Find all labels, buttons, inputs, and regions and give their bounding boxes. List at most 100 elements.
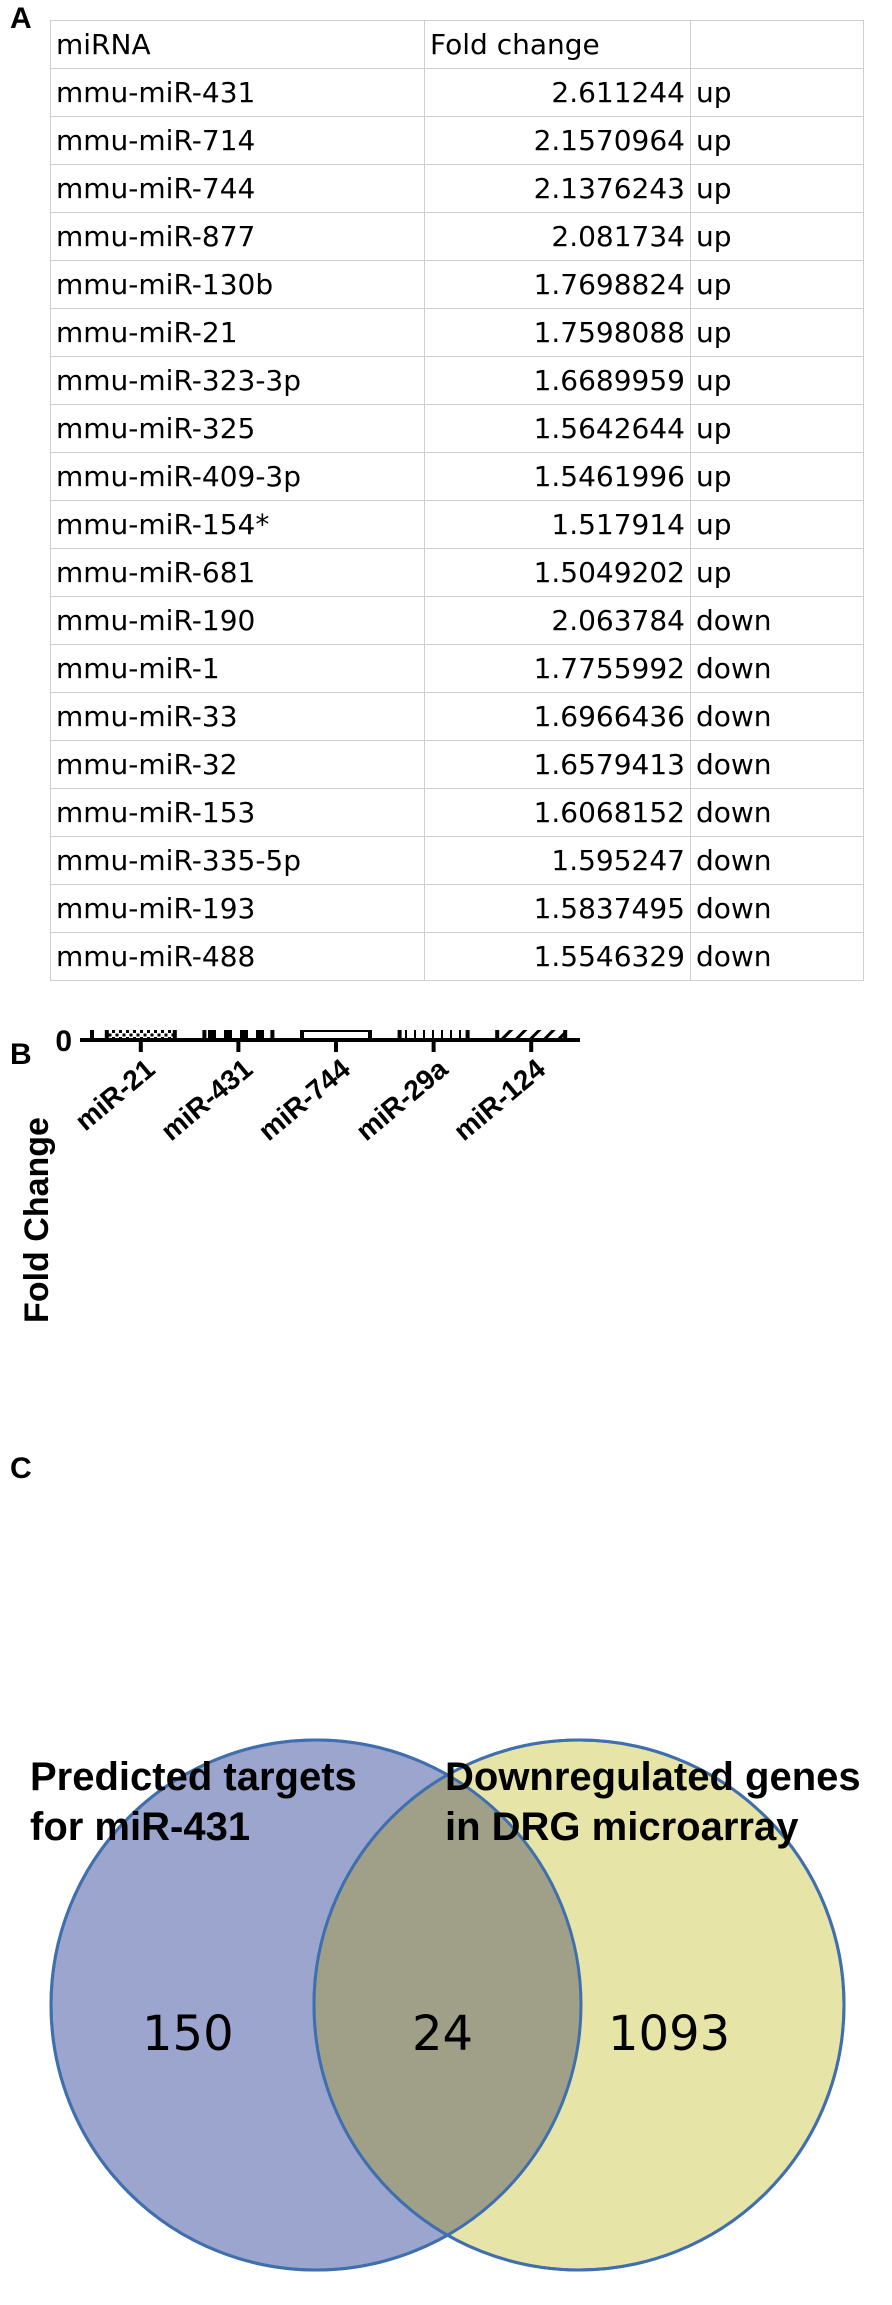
fold-change-cell: 2.081734 bbox=[424, 212, 691, 261]
mirna-name-cell: mmu-miR-21 bbox=[50, 308, 425, 357]
mirna-name-cell: mmu-miR-714 bbox=[50, 116, 425, 165]
direction-cell: up bbox=[690, 548, 864, 597]
mirna-name-cell: mmu-miR-744 bbox=[50, 164, 425, 213]
table-row: mmu-miR-153 1.6068152 down bbox=[50, 788, 864, 837]
venn-left-outline bbox=[49, 1738, 583, 2272]
direction-cell: up bbox=[690, 116, 864, 165]
panel-label-b: B bbox=[10, 1038, 32, 1071]
mirna-name-cell: mmu-miR-323-3p bbox=[50, 356, 425, 405]
direction-cell: up bbox=[690, 68, 864, 117]
bar-miR-124 bbox=[495, 1030, 568, 1042]
direction-cell: up bbox=[690, 452, 864, 501]
table-row: mmu-miR-1 1.7755992 down bbox=[50, 644, 864, 693]
x-tick-label: miR-29a bbox=[350, 1053, 454, 1147]
table-row: mmu-miR-33 1.6966436 down bbox=[50, 692, 864, 741]
direction-cell: down bbox=[690, 884, 864, 933]
fold-change-cell: 1.6689959 bbox=[424, 356, 691, 405]
table-row: mmu-miR-190 2.063784 down bbox=[50, 596, 864, 645]
table-header-cell: Fold change bbox=[424, 20, 691, 69]
mirna-name-cell: mmu-miR-130b bbox=[50, 260, 425, 309]
mirna-name-cell: mmu-miR-32 bbox=[50, 740, 425, 789]
x-tick-label: miR-431 bbox=[155, 1053, 258, 1147]
fold-change-cell: 1.7598088 bbox=[424, 308, 691, 357]
fold-change-cell: 1.6579413 bbox=[424, 740, 691, 789]
direction-cell: up bbox=[690, 260, 864, 309]
direction-cell: down bbox=[690, 596, 864, 645]
table-row: mmu-miR-325 1.5642644 up bbox=[50, 404, 864, 453]
direction-cell: down bbox=[690, 692, 864, 741]
venn-right-title-line-2: in DRG microarray bbox=[445, 1805, 799, 1849]
mirna-name-cell: mmu-miR-154* bbox=[50, 500, 425, 549]
fold-change-cell: 2.1570964 bbox=[424, 116, 691, 165]
direction-cell: down bbox=[690, 644, 864, 693]
table-row: mmu-miR-681 1.5049202 up bbox=[50, 548, 864, 597]
table-row: mmu-miR-32 1.6579413 down bbox=[50, 740, 864, 789]
venn-left-title: Predicted targets for miR-431 bbox=[30, 1752, 357, 1852]
venn-overlap-count: 24 bbox=[412, 2006, 474, 2062]
mirna-fold-change-table: miRNA Fold change mmu-miR-431 2.611244 up mmu… bbox=[50, 20, 864, 981]
x-tick-label: miR-21 bbox=[69, 1053, 160, 1137]
x-tick-label: miR-744 bbox=[252, 1053, 356, 1147]
table-row: mmu-miR-431 2.611244 up bbox=[50, 68, 864, 117]
venn-right-count: 1093 bbox=[608, 2006, 731, 2062]
venn-right-title: Downregulated genes in DRG microarray bbox=[445, 1752, 861, 1852]
table-row: mmu-miR-488 1.5546329 down bbox=[50, 932, 864, 981]
mirna-name-cell: mmu-miR-33 bbox=[50, 692, 425, 741]
direction-cell: up bbox=[690, 404, 864, 453]
venn-right-outline bbox=[312, 1738, 846, 2272]
venn-left-title-line-1: Predicted targets bbox=[30, 1755, 357, 1799]
venn-left-title-line-2: for miR-431 bbox=[30, 1805, 251, 1849]
fold-change-cell: 1.7698824 bbox=[424, 260, 691, 309]
mirna-name-cell: mmu-miR-431 bbox=[50, 68, 425, 117]
table-row: mmu-miR-714 2.1570964 up bbox=[50, 116, 864, 165]
fold-change-cell: 2.611244 bbox=[424, 68, 691, 117]
venn-right-title-line-1: Downregulated genes bbox=[445, 1755, 861, 1799]
bar-miR-29a bbox=[397, 1030, 470, 1042]
fold-change-cell: 1.5837495 bbox=[424, 884, 691, 933]
direction-cell: down bbox=[690, 932, 864, 981]
table-row: mmu-miR-323-3p 1.6689959 up bbox=[50, 356, 864, 405]
venn-left-count: 150 bbox=[142, 2006, 234, 2062]
direction-cell: up bbox=[690, 308, 864, 357]
fold-change-bar-chart: 01234 **miR-21*miR-431*miR-744miR-29amiR… bbox=[18, 1030, 580, 1323]
fold-change-cell: 1.5049202 bbox=[424, 548, 691, 597]
mirna-name-cell: mmu-miR-681 bbox=[50, 548, 425, 597]
mirna-name-cell: mmu-miR-409-3p bbox=[50, 452, 425, 501]
fold-change-cell: 1.595247 bbox=[424, 836, 691, 885]
table-row: mmu-miR-877 2.081734 up bbox=[50, 212, 864, 261]
fold-change-cell: 2.063784 bbox=[424, 596, 691, 645]
venn-overlap-region bbox=[314, 1740, 581, 2270]
table-row: mmu-miR-130b 1.7698824 up bbox=[50, 260, 864, 309]
mirna-name-cell: mmu-miR-193 bbox=[50, 884, 425, 933]
direction-cell: up bbox=[690, 164, 864, 213]
fold-change-cell: 1.6966436 bbox=[424, 692, 691, 741]
direction-cell: up bbox=[690, 212, 864, 261]
mirna-name-cell: mmu-miR-877 bbox=[50, 212, 425, 261]
direction-cell: down bbox=[690, 740, 864, 789]
fold-change-cell: 1.6068152 bbox=[424, 788, 691, 837]
table-header-cell: miRNA bbox=[50, 20, 425, 69]
bar-miR-744 bbox=[300, 1030, 372, 1042]
table-header-cell bbox=[690, 20, 864, 69]
panel-label-a: A bbox=[10, 2, 32, 35]
x-tick-label: miR-124 bbox=[448, 1053, 552, 1147]
bar-miR-21 bbox=[104, 1030, 177, 1042]
direction-cell: up bbox=[690, 356, 864, 405]
table-row: mmu-miR-193 1.5837495 down bbox=[50, 884, 864, 933]
fold-change-cell: 1.5642644 bbox=[424, 404, 691, 453]
mirna-name-cell: mmu-miR-325 bbox=[50, 404, 425, 453]
direction-cell: down bbox=[690, 788, 864, 837]
table-header-row: miRNA Fold change bbox=[50, 20, 864, 69]
table-row: mmu-miR-21 1.7598088 up bbox=[50, 308, 864, 357]
mirna-name-cell: mmu-miR-1 bbox=[50, 644, 425, 693]
mirna-name-cell: mmu-miR-190 bbox=[50, 596, 425, 645]
table-row: mmu-miR-744 2.1376243 up bbox=[50, 164, 864, 213]
direction-cell: up bbox=[690, 500, 864, 549]
table-row: mmu-miR-335-5p 1.595247 down bbox=[50, 836, 864, 885]
y-tick-label: 0 bbox=[55, 1030, 72, 1058]
table-row: mmu-miR-409-3p 1.5461996 up bbox=[50, 452, 864, 501]
fold-change-cell: 1.517914 bbox=[424, 500, 691, 549]
table-row: mmu-miR-154* 1.517914 up bbox=[50, 500, 864, 549]
y-axis-label: Fold Change bbox=[18, 1117, 56, 1323]
mirna-name-cell: mmu-miR-153 bbox=[50, 788, 425, 837]
